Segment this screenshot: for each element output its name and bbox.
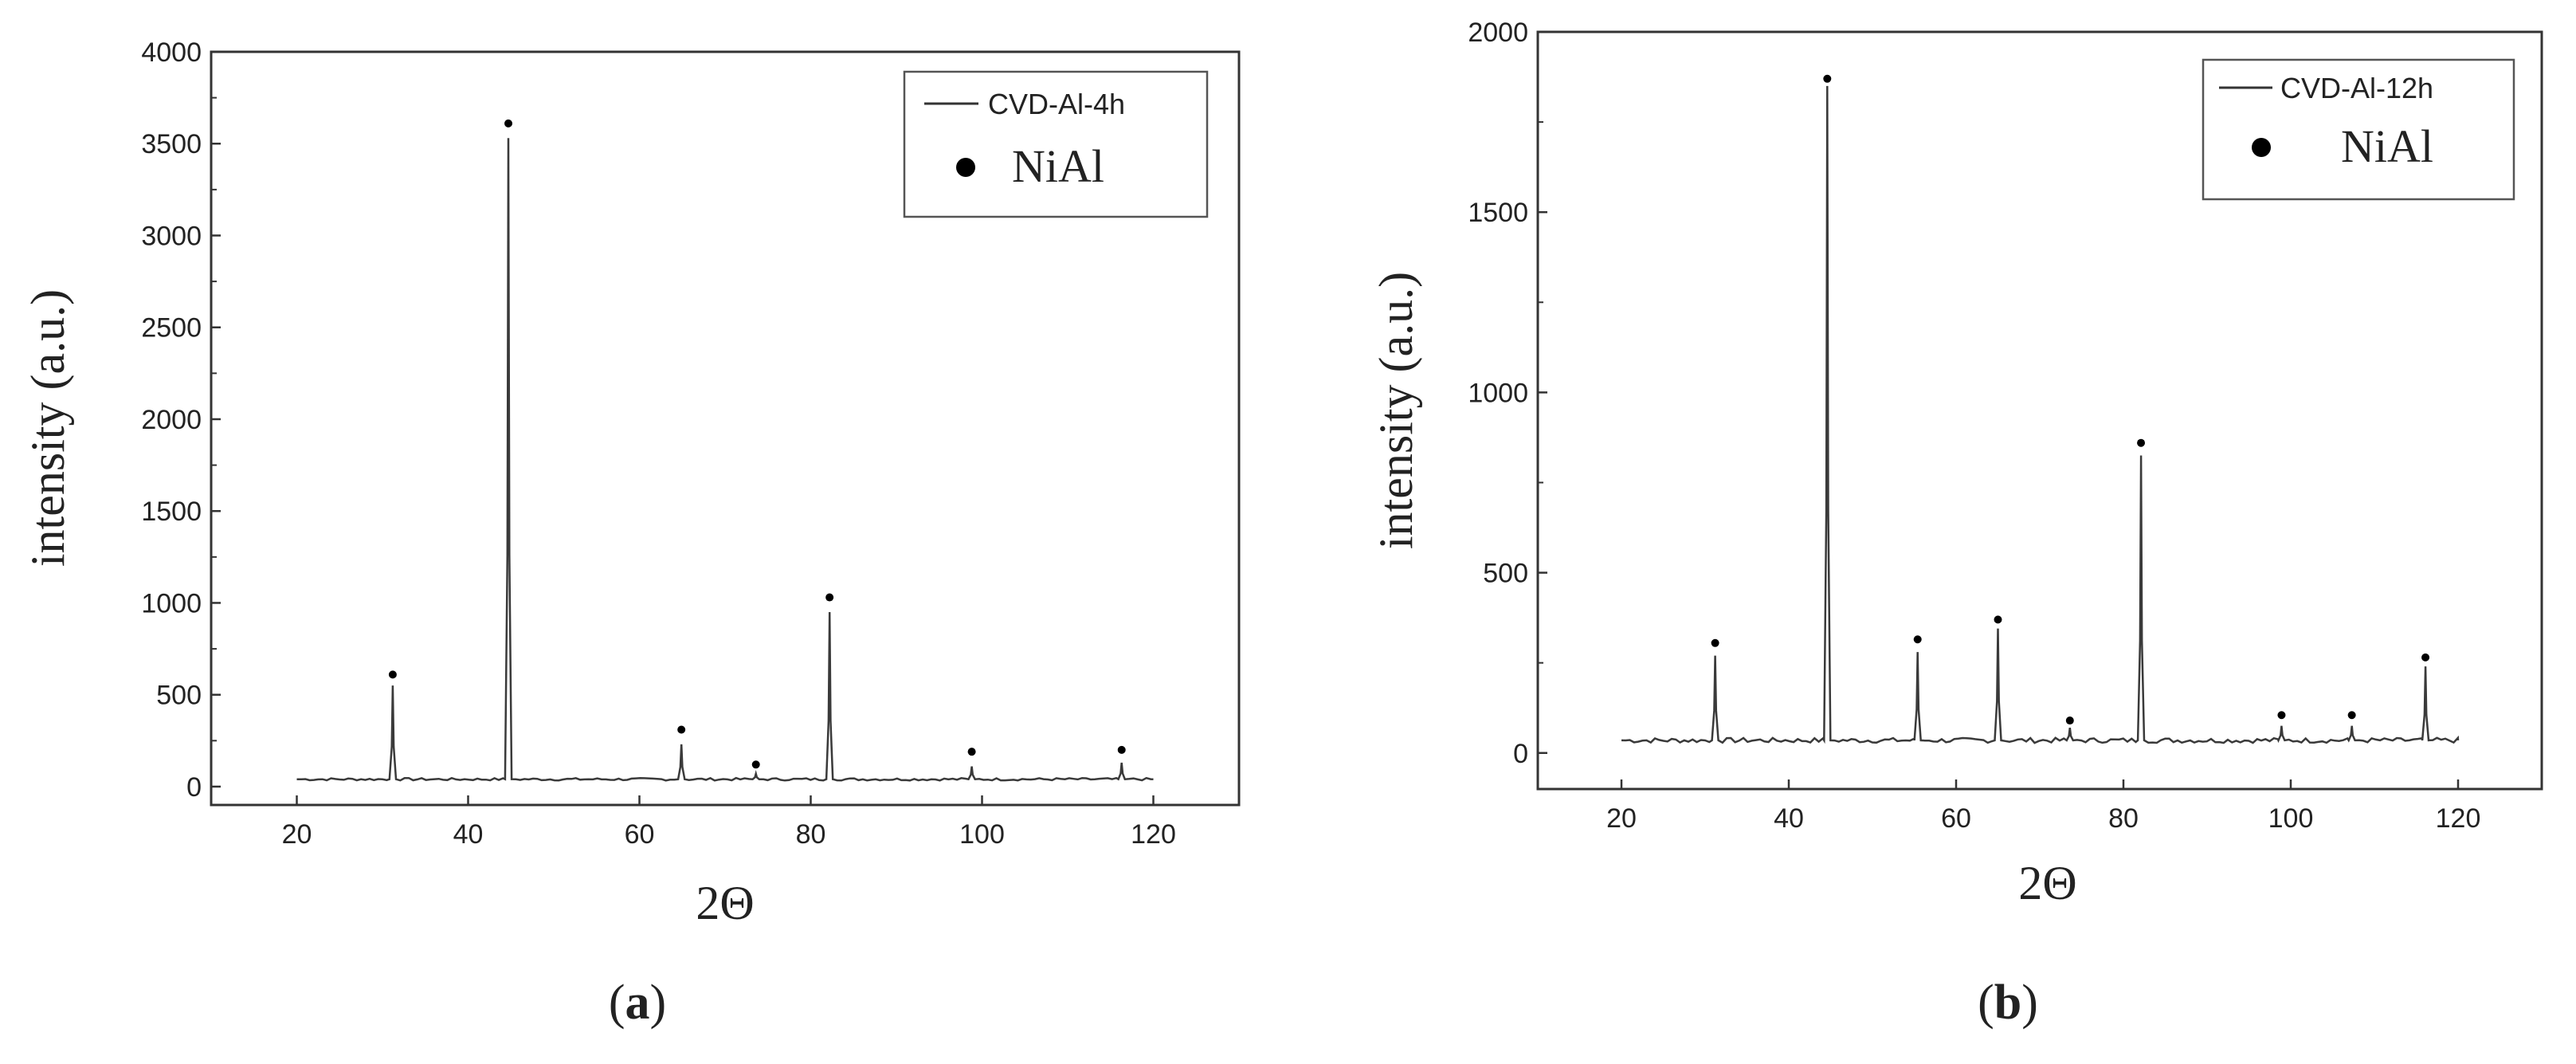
y-axis-title-b: intensity (a.u.) [1370, 272, 1422, 549]
x-tick-label-a: 60 [625, 819, 655, 850]
panel-label-b: (b) [1978, 976, 2038, 1030]
x-ticks-a: 20 40 60 80 100 120 [282, 795, 1176, 850]
panel-label-a: (a) [609, 976, 666, 1030]
legend-marker-label-a: NiAl [1012, 140, 1104, 192]
y-tick-label-b: 1000 [1468, 378, 1528, 408]
panel-a: 0 500 1000 1500 2000 2500 3000 3500 4000 20 40 60 8… [22, 37, 1241, 1030]
y-tick-label-b: 2000 [1468, 18, 1528, 48]
nial-marker-b [2421, 653, 2430, 662]
nial-marker-b [2277, 711, 2286, 720]
x-tick-label-b: 60 [1941, 803, 1971, 834]
nial-marker-b [1711, 638, 1719, 647]
panel-label-open-a: ( [609, 976, 625, 1030]
x-tick-label-a: 40 [453, 819, 484, 850]
x-axis-title-a: 2Θ [696, 877, 754, 929]
legend-marker-swatch-a [956, 158, 975, 177]
legend-box-a [903, 70, 1209, 218]
legend-line-label-a: CVD-Al-4h [988, 88, 1125, 120]
nial-marker-b [1913, 635, 1922, 644]
y-axis-title-a: intensity (a.u.) [22, 289, 74, 567]
legend-line-label-b: CVD-Al-12h [2280, 72, 2433, 104]
legend-marker-label-b: NiAl [2341, 120, 2433, 172]
x-tick-label-a: 100 [959, 819, 1005, 850]
nial-marker-a [1117, 745, 1126, 754]
panel-b: 0 500 1000 1500 2000 20 40 60 80 100 120 CVD-Al-1… [1370, 18, 2543, 1030]
nial-marker-a [751, 760, 760, 769]
series-line-a [296, 138, 1154, 782]
nial-marker-a [967, 748, 976, 756]
panel-label-open-b: ( [1978, 976, 1994, 1030]
legend-marker-swatch-b [2252, 138, 2271, 157]
legend-b: CVD-Al-12h NiAl [2202, 58, 2515, 201]
plot-area-frame-a [210, 50, 1241, 807]
panel-label-letter-b: b [1994, 976, 2021, 1030]
nial-marker-b [2137, 438, 2146, 447]
y-tick-label-a: 3500 [141, 129, 202, 159]
nial-marker-a [825, 593, 834, 602]
y-tick-label-a: 1000 [141, 588, 202, 618]
y-tick-label-b: 0 [1513, 739, 1528, 769]
panel-label-close-b: ) [2021, 976, 2038, 1030]
y-tick-label-a: 1500 [141, 497, 202, 527]
y-tick-label-a: 3000 [141, 221, 202, 251]
nial-marker-a [504, 119, 513, 128]
y-tick-label-b: 1500 [1468, 198, 1528, 228]
y-tick-label-a: 500 [156, 681, 202, 711]
x-ticks-b: 20 40 60 80 100 120 [1606, 779, 2480, 834]
nial-marker-a [677, 725, 686, 734]
panel-label-close-a: ) [650, 976, 667, 1030]
legend-a: CVD-Al-4h NiAl [903, 70, 1209, 218]
y-tick-label-a: 4000 [141, 37, 202, 68]
x-tick-label-b: 40 [1774, 803, 1804, 834]
nial-markers-b [1711, 74, 2430, 725]
nial-markers-a [388, 119, 1126, 769]
x-tick-label-b: 120 [2436, 803, 2481, 834]
nial-marker-a [388, 670, 397, 679]
y-tick-label-b: 500 [1483, 559, 1528, 589]
x-tick-label-a: 80 [796, 819, 826, 850]
y-tick-label-a: 2000 [141, 405, 202, 435]
y-tick-label-a: 2500 [141, 313, 202, 344]
nial-marker-b [2065, 717, 2074, 725]
x-tick-label-b: 20 [1606, 803, 1637, 834]
x-axis-title-b: 2Θ [2018, 857, 2076, 909]
x-tick-label-b: 100 [2268, 803, 2314, 834]
y-ticks-a: 0 500 1000 1500 2000 2500 3000 3500 4000 [141, 37, 221, 803]
x-tick-label-a: 120 [1131, 819, 1176, 850]
y-ticks-b: 0 500 1000 1500 2000 [1468, 18, 1547, 769]
y-tick-label-a: 0 [186, 772, 202, 803]
x-tick-label-b: 80 [2108, 803, 2139, 834]
series-line-b [1621, 85, 2460, 744]
plot-area-frame-b [1536, 30, 2543, 791]
nial-marker-b [1994, 615, 2002, 624]
legend-box-b [2202, 58, 2515, 201]
x-tick-label-a: 20 [282, 819, 312, 850]
nial-marker-b [1823, 74, 1832, 83]
nial-marker-b [2347, 711, 2356, 720]
panel-label-letter-a: a [625, 976, 650, 1030]
